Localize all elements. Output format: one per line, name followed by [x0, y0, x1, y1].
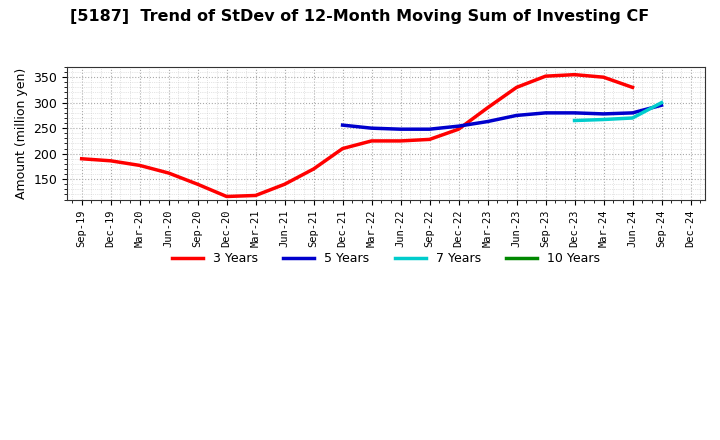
- Y-axis label: Amount (million yen): Amount (million yen): [15, 68, 28, 199]
- Text: [5187]  Trend of StDev of 12-Month Moving Sum of Investing CF: [5187] Trend of StDev of 12-Month Moving…: [71, 9, 649, 24]
- Legend: 3 Years, 5 Years, 7 Years, 10 Years: 3 Years, 5 Years, 7 Years, 10 Years: [167, 247, 606, 270]
